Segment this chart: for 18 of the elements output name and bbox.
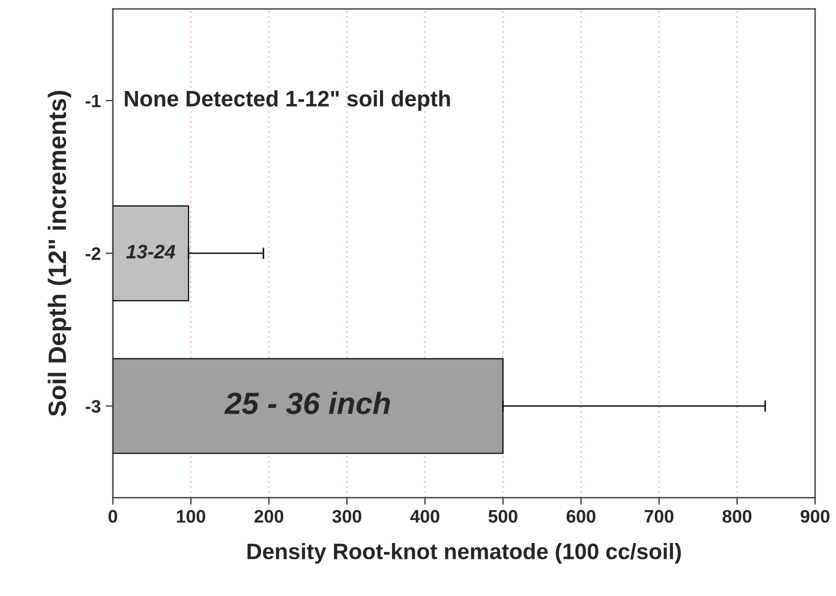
x-tick-label: 900 <box>800 510 830 523</box>
x-tick-label: 300 <box>332 510 362 523</box>
x-tick-label: 700 <box>644 510 674 523</box>
x-tick-label: 100 <box>176 510 206 523</box>
x-tick-label: 400 <box>410 510 440 523</box>
y-tick-label: -1 <box>86 94 101 108</box>
annotation: 25 - 36 inch <box>224 392 390 414</box>
y-axis-title: Soil Depth (12" increments) <box>48 90 72 416</box>
x-tick-label: 600 <box>566 510 596 523</box>
y-tick-label: -2 <box>86 247 100 260</box>
y-tick-label: -3 <box>86 400 100 413</box>
x-axis-title: Density Root-knot nematode (100 cc/soil) <box>248 542 681 564</box>
annotation: 13-24 <box>126 244 176 259</box>
x-tick-label: 800 <box>722 510 752 523</box>
x-tick-label: 500 <box>488 510 518 523</box>
annotation: None Detected 1-12" soil depth <box>124 90 450 111</box>
x-tick-label: 200 <box>254 510 284 523</box>
x-tick-label: 0 <box>108 510 118 523</box>
